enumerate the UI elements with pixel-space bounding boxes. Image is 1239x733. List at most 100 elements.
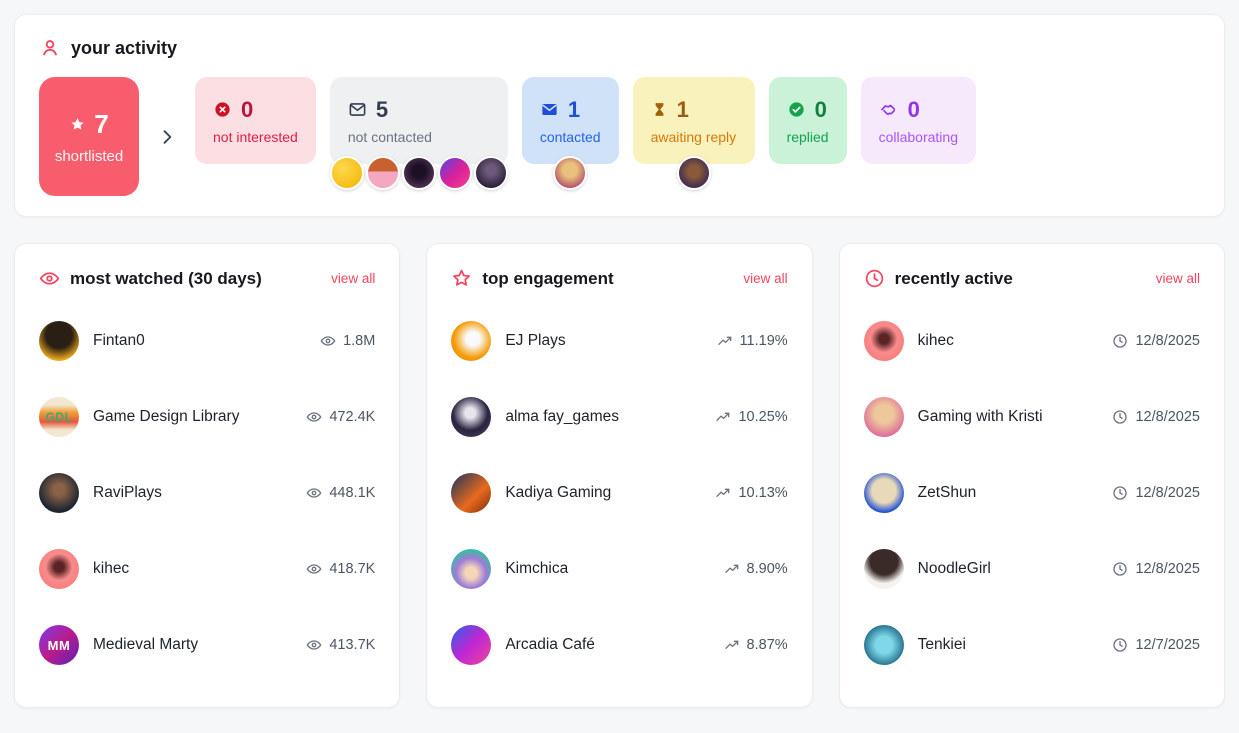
list-item[interactable]: RaviPlays 448.1K xyxy=(39,455,375,531)
list-item[interactable]: kihec 418.7K xyxy=(39,531,375,607)
list-item[interactable]: Tenkiei 12/7/2025 xyxy=(863,607,1200,683)
person-icon xyxy=(39,37,61,59)
list-item[interactable]: Arcadia Café 8.87% xyxy=(451,607,788,683)
contacted-label: contacted xyxy=(539,128,601,145)
avatar xyxy=(451,549,492,589)
list-item[interactable]: MM Medieval Marty 413.7K xyxy=(39,607,375,683)
engagement-rate: 8.90% xyxy=(746,561,788,577)
list-item[interactable]: EJ Plays 11.19% xyxy=(451,303,788,379)
activity-panel: your activity 7 shortlisted 0 not intere… xyxy=(14,14,1225,217)
most-watched-header: most watched (30 days) view all xyxy=(39,268,375,289)
not-contacted-label: not contacted xyxy=(347,128,432,145)
list-item[interactable]: Fintan0 1.8M xyxy=(39,303,375,379)
avatar xyxy=(863,473,904,513)
list-item[interactable]: GDL Game Design Library 472.4K xyxy=(39,379,375,455)
avatar xyxy=(451,473,492,513)
activity-title: your activity xyxy=(71,37,178,58)
creator-name: Medieval Marty xyxy=(93,636,199,653)
avatar-octopus-logo[interactable] xyxy=(437,156,472,190)
trending-up-icon xyxy=(715,409,731,425)
avatar: GDL xyxy=(39,397,79,437)
most-watched-view-all-link[interactable]: view all xyxy=(331,271,376,286)
creator-name: Tenkiei xyxy=(917,636,966,653)
envelope-filled-icon xyxy=(540,100,559,119)
replied-label: replied xyxy=(786,128,829,145)
last-active-date: 12/8/2025 xyxy=(1135,485,1200,501)
most-watched-card: most watched (30 days) view all Fintan0 … xyxy=(14,243,401,708)
trending-up-icon xyxy=(724,637,740,653)
list-item[interactable]: Kimchica 8.90% xyxy=(451,531,788,607)
envelope-icon xyxy=(348,100,367,119)
awaiting-reply-avatars xyxy=(676,156,711,190)
clock-icon xyxy=(1112,637,1128,653)
chevron-right-icon xyxy=(157,127,177,147)
pill-group-awaiting-reply: 1 awaiting reply xyxy=(632,77,755,190)
x-circle-icon xyxy=(213,100,232,119)
most-watched-rows: Fintan0 1.8M GDL Game Design Library 472… xyxy=(39,303,375,683)
avatar xyxy=(863,321,904,361)
creator-name: Kimchica xyxy=(505,560,569,577)
contacted-avatars xyxy=(553,156,588,190)
creator-name: Kadiya Gaming xyxy=(505,484,612,501)
creator-name: alma fay_games xyxy=(505,408,620,425)
creator-name: Gaming with Kristi xyxy=(917,408,1043,425)
list-item[interactable]: ZetShun 12/8/2025 xyxy=(863,455,1200,531)
avatar-hooded-figure[interactable] xyxy=(401,156,436,190)
trending-up-icon xyxy=(724,561,740,577)
top-engagement-rows: EJ Plays 11.19% alma fay_games 10.25% Ka… xyxy=(451,303,788,683)
avatar xyxy=(39,321,79,361)
creator-name: ZetShun xyxy=(917,484,977,501)
recently-active-header: recently active view all xyxy=(864,268,1200,289)
avatar-emoji-face[interactable] xyxy=(329,156,364,190)
clock-icon xyxy=(864,268,885,289)
creator-name: kihec xyxy=(93,560,130,577)
contacted-count: 1 xyxy=(567,96,581,122)
list-item[interactable]: Gaming with Kristi 12/8/2025 xyxy=(863,379,1200,455)
not-contacted-pill[interactable]: 5 not contacted xyxy=(329,77,508,164)
recently-active-view-all-link[interactable]: view all xyxy=(1155,271,1200,286)
list-item[interactable]: NoodleGirl 12/8/2025 xyxy=(863,531,1200,607)
contacted-pill[interactable]: 1 contacted xyxy=(521,77,619,164)
recently-active-card: recently active view all kihec 12/8/2025… xyxy=(838,243,1225,708)
avatar xyxy=(451,321,492,361)
top-engagement-header: top engagement view all xyxy=(451,268,788,289)
not-interested-label: not interested xyxy=(213,128,298,145)
eye-icon xyxy=(306,409,322,425)
collaborating-pill[interactable]: 0 collaborating xyxy=(860,77,976,164)
view-count: 418.7K xyxy=(329,561,376,577)
pill-group-replied: 0 replied xyxy=(768,77,847,164)
activity-header: your activity xyxy=(39,37,1200,59)
pill-group-not-interested: 0 not interested xyxy=(195,77,316,164)
not-contacted-count: 5 xyxy=(375,96,389,122)
pill-group-contacted: 1 contacted xyxy=(521,77,619,190)
avatar-dark-portrait[interactable] xyxy=(473,156,508,190)
trending-up-icon xyxy=(717,333,733,349)
list-item[interactable]: Kadiya Gaming 10.13% xyxy=(451,455,788,531)
clock-icon xyxy=(1112,409,1128,425)
avatar-mustache-portrait[interactable] xyxy=(676,156,711,190)
avatar xyxy=(39,473,79,513)
engagement-rate: 10.13% xyxy=(738,485,788,501)
last-active-date: 12/7/2025 xyxy=(1135,637,1200,653)
engagement-rate: 10.25% xyxy=(738,409,788,425)
list-item[interactable]: alma fay_games 10.25% xyxy=(451,379,788,455)
eye-icon xyxy=(306,561,322,577)
avatar-redhead-girl[interactable] xyxy=(365,156,400,190)
not-interested-pill[interactable]: 0 not interested xyxy=(195,77,316,164)
view-count: 1.8M xyxy=(343,333,376,349)
not-contacted-avatars xyxy=(329,156,508,190)
replied-pill[interactable]: 0 replied xyxy=(768,77,847,164)
eye-icon xyxy=(306,637,322,653)
shortlisted-card[interactable]: 7 shortlisted xyxy=(39,77,139,196)
collaborating-label: collaborating xyxy=(878,128,958,145)
last-active-date: 12/8/2025 xyxy=(1135,409,1200,425)
avatar xyxy=(451,397,492,437)
last-active-date: 12/8/2025 xyxy=(1135,333,1200,349)
avatar xyxy=(863,397,904,437)
list-item[interactable]: kihec 12/8/2025 xyxy=(863,303,1200,379)
awaiting-reply-pill[interactable]: 1 awaiting reply xyxy=(632,77,755,164)
top-engagement-card: top engagement view all EJ Plays 11.19% … xyxy=(426,243,813,708)
top-engagement-view-all-link[interactable]: view all xyxy=(743,271,788,286)
clock-icon xyxy=(1112,485,1128,501)
avatar-blonde-with-hat[interactable] xyxy=(553,156,588,190)
